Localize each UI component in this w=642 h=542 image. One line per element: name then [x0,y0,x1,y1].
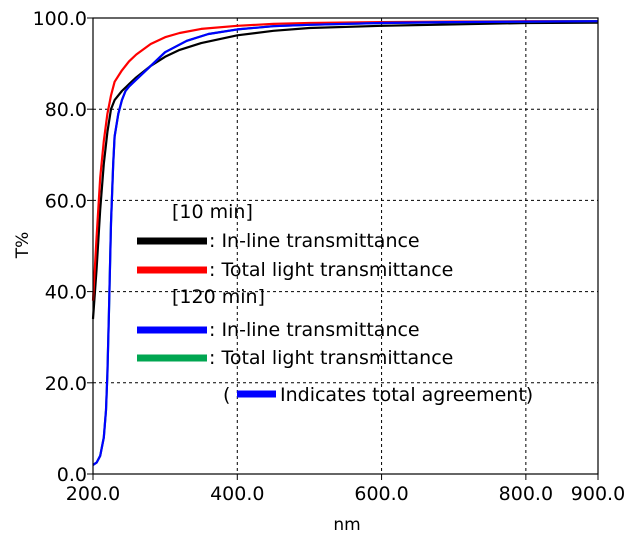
x-axis-title: nm [333,515,360,535]
legend-label: : In-line transmittance [209,230,420,252]
legend: [10 min] : In-line transmittance : Total l… [137,201,533,406]
y-tick-label: 0.0 [57,464,87,486]
y-tick-label: 60.0 [45,190,87,212]
legend-label: : Total light transmittance [209,347,453,369]
legend-heading: [10 min] [172,201,253,223]
x-tick-label: 800.0 [499,483,553,505]
legend-note-text: Indicates total agreement) [280,384,533,406]
legend-label: : In-line transmittance [209,319,420,341]
legend-label: : Total light transmittance [209,259,453,281]
y-tick-label: 20.0 [45,373,87,395]
x-tick-label: 400.0 [210,483,264,505]
legend-note-paren: ( [223,384,230,406]
y-axis-title: T% [13,232,33,260]
y-tick-label: 80.0 [45,99,87,121]
legend-heading: [120 min] [172,286,265,308]
series-line-3 [92,20,599,466]
x-tick-label: 200.0 [66,483,120,505]
y-tick-label: 40.0 [45,282,87,304]
plot-series [91,20,599,466]
y-tick-label: 100.0 [33,8,87,30]
axis-ticks: 200.0 400.0 600.0 800.0 900.0 0.0 20.0 40.0 60.0… [33,8,626,505]
series-line-2 [91,20,598,301]
plot-frame [92,17,599,475]
x-tick-label: 600.0 [354,483,408,505]
x-tick-label: 900.0 [571,483,625,505]
grid [93,18,598,474]
